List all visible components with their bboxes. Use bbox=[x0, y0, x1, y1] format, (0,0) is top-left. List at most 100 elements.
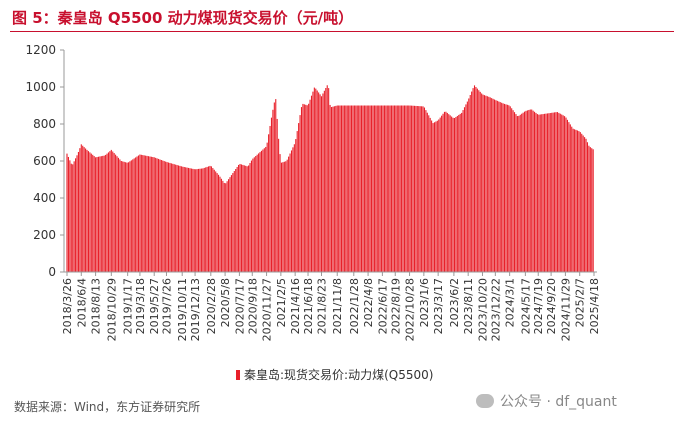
bar bbox=[203, 167, 205, 272]
legend: 秦皇岛:现货交易价:动力煤(Q5500) bbox=[236, 366, 433, 383]
bar bbox=[361, 105, 363, 272]
bar bbox=[551, 112, 553, 272]
bar bbox=[309, 99, 311, 272]
bar-series bbox=[66, 85, 594, 273]
bar bbox=[425, 110, 427, 273]
x-tick-label: 2024/11/29 bbox=[559, 278, 572, 341]
bar bbox=[117, 157, 120, 272]
bar bbox=[446, 112, 448, 272]
bar bbox=[498, 101, 500, 272]
bar bbox=[412, 105, 414, 272]
bar bbox=[401, 105, 403, 272]
bar bbox=[519, 114, 521, 272]
bar bbox=[408, 105, 410, 272]
bar bbox=[576, 130, 578, 272]
bar bbox=[436, 120, 438, 273]
bar bbox=[415, 105, 417, 272]
bar bbox=[122, 161, 124, 272]
bar bbox=[421, 106, 423, 272]
bar bbox=[256, 154, 258, 272]
bar bbox=[300, 107, 303, 272]
x-tick-label: 2025/4/18 bbox=[588, 278, 601, 334]
bar bbox=[513, 112, 516, 272]
bar bbox=[135, 157, 137, 272]
bar bbox=[358, 105, 360, 272]
bar bbox=[77, 151, 79, 272]
bar bbox=[532, 110, 534, 272]
bar bbox=[110, 149, 112, 272]
bar bbox=[245, 165, 247, 272]
bar bbox=[318, 92, 320, 272]
bar bbox=[534, 111, 536, 272]
bar bbox=[428, 115, 430, 272]
bar bbox=[389, 105, 391, 272]
bar bbox=[140, 154, 142, 272]
bar bbox=[320, 96, 323, 272]
bar bbox=[70, 163, 72, 272]
bar bbox=[373, 105, 375, 272]
bar bbox=[536, 114, 538, 272]
bar bbox=[455, 116, 457, 273]
bar bbox=[456, 115, 458, 272]
bar bbox=[99, 156, 101, 272]
bar bbox=[146, 155, 148, 272]
bar bbox=[426, 112, 428, 272]
bar bbox=[339, 105, 341, 272]
bar bbox=[335, 105, 337, 272]
bar bbox=[248, 165, 250, 272]
bar bbox=[413, 105, 415, 272]
bar bbox=[349, 105, 351, 272]
bar bbox=[312, 91, 314, 273]
bar bbox=[145, 155, 147, 272]
bar bbox=[293, 144, 295, 272]
bar bbox=[235, 169, 237, 272]
bar bbox=[539, 114, 541, 273]
x-tick-label: 2022/4/8 bbox=[362, 278, 375, 327]
x-tick-label: 2024/3/1 bbox=[504, 278, 517, 327]
bar bbox=[280, 162, 283, 272]
bar bbox=[187, 167, 190, 272]
y-tick-label: 1000 bbox=[25, 80, 56, 94]
bar bbox=[225, 183, 227, 272]
bar bbox=[259, 152, 261, 272]
bar bbox=[72, 164, 74, 272]
bar bbox=[195, 169, 197, 272]
bar bbox=[554, 112, 556, 272]
bar bbox=[379, 105, 381, 272]
bar bbox=[296, 131, 298, 272]
bar bbox=[167, 162, 170, 272]
legend-label: 秦皇岛:现货交易价:动力煤(Q5500) bbox=[244, 368, 434, 382]
bar bbox=[462, 110, 464, 272]
source-note: 数据来源：Wind，东方证券研究所 bbox=[14, 400, 201, 414]
bar bbox=[392, 105, 394, 272]
bar bbox=[96, 157, 98, 272]
bar bbox=[451, 116, 453, 272]
bar bbox=[157, 158, 160, 272]
bar bbox=[386, 105, 388, 272]
bar bbox=[125, 162, 127, 272]
bar bbox=[561, 114, 563, 273]
x-tick-label: 2022/1/28 bbox=[348, 278, 361, 334]
bar bbox=[546, 113, 548, 273]
x-tick-label: 2022/8/19 bbox=[389, 278, 402, 334]
y-axis: 0 200 400 600 800 1000 1200 bbox=[25, 43, 65, 279]
bar bbox=[288, 156, 290, 272]
bar bbox=[153, 157, 155, 272]
bar bbox=[581, 133, 583, 272]
x-tick-label: 2019/5/27 bbox=[148, 278, 161, 334]
bar bbox=[385, 105, 387, 272]
bar bbox=[129, 161, 131, 272]
bar bbox=[239, 163, 241, 272]
bar bbox=[95, 157, 97, 272]
x-tick-label: 2024/5/17 bbox=[519, 278, 532, 334]
bar bbox=[156, 158, 158, 272]
x-tick-label: 2023/10/20 bbox=[476, 278, 489, 341]
x-tick-label: 2023/8/11 bbox=[462, 278, 475, 334]
bar bbox=[449, 115, 451, 272]
bar bbox=[535, 112, 537, 272]
bar bbox=[381, 105, 383, 272]
bar bbox=[183, 166, 185, 272]
bar bbox=[285, 161, 287, 272]
bar bbox=[282, 162, 284, 272]
bar bbox=[493, 99, 496, 272]
